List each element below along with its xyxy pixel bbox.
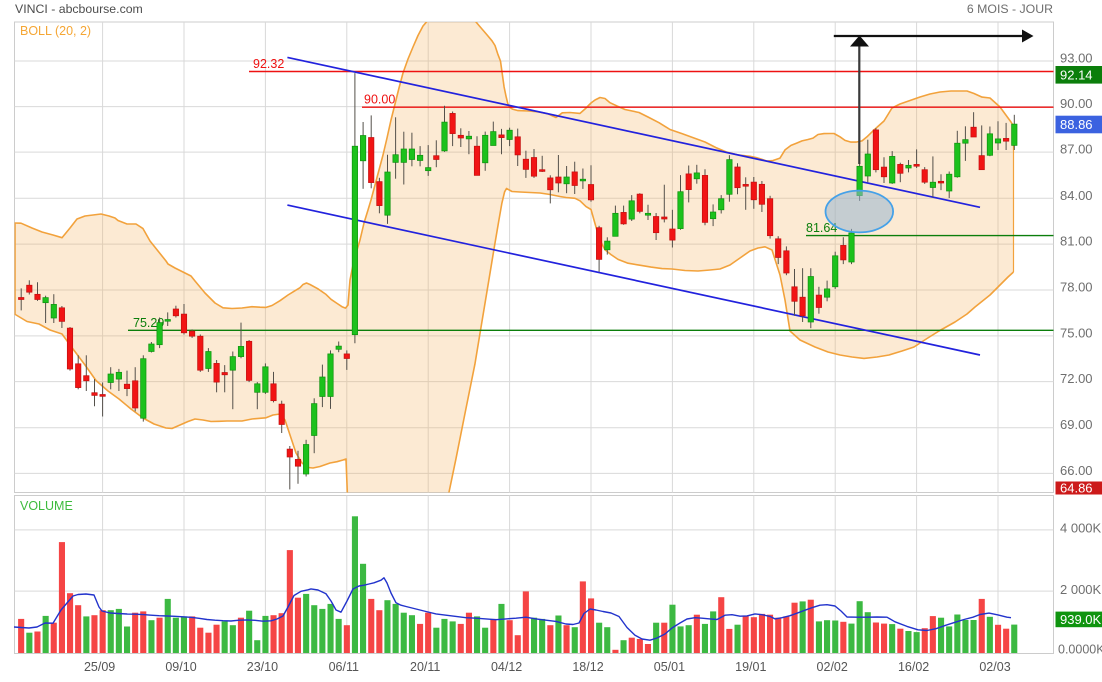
svg-text:69.00: 69.00	[1060, 417, 1093, 432]
svg-text:939.0K: 939.0K	[1060, 612, 1102, 627]
svg-text:6 MOIS - JOUR: 6 MOIS - JOUR	[967, 2, 1053, 16]
svg-text:93.00: 93.00	[1060, 51, 1093, 66]
svg-text:84.00: 84.00	[1060, 188, 1093, 203]
svg-text:09/10: 09/10	[165, 660, 196, 674]
svg-text:06/11: 06/11	[329, 660, 359, 674]
svg-text:66.00: 66.00	[1060, 463, 1093, 478]
svg-text:64.86: 64.86	[1060, 481, 1093, 496]
svg-text:18/12: 18/12	[572, 660, 603, 674]
svg-text:72.00: 72.00	[1060, 371, 1093, 386]
svg-text:92.32: 92.32	[253, 57, 284, 71]
svg-text:23/10: 23/10	[247, 660, 278, 674]
svg-text:90.00: 90.00	[364, 93, 395, 107]
svg-text:81.00: 81.00	[1060, 234, 1093, 249]
svg-text:VINCI - abcbourse.com: VINCI - abcbourse.com	[15, 2, 143, 16]
svg-text:20/11: 20/11	[410, 660, 440, 674]
svg-text:25/09: 25/09	[84, 660, 115, 674]
svg-text:BOLL (20, 2): BOLL (20, 2)	[20, 24, 91, 38]
svg-text:2 000K: 2 000K	[1060, 582, 1102, 597]
svg-text:VOLUME: VOLUME	[20, 499, 73, 513]
svg-text:92.14: 92.14	[1060, 67, 1093, 82]
svg-text:78.00: 78.00	[1060, 280, 1093, 295]
svg-text:05/01: 05/01	[654, 660, 685, 674]
svg-text:75.00: 75.00	[1060, 325, 1093, 340]
svg-text:02/03: 02/03	[979, 660, 1010, 674]
svg-text:4 000K: 4 000K	[1060, 521, 1102, 536]
svg-text:16/02: 16/02	[898, 660, 929, 674]
svg-text:04/12: 04/12	[491, 660, 522, 674]
svg-text:87.00: 87.00	[1060, 142, 1093, 157]
svg-text:88.86: 88.86	[1060, 117, 1093, 132]
svg-text:90.00: 90.00	[1060, 96, 1093, 111]
svg-text:0.0000K: 0.0000K	[1058, 643, 1102, 657]
svg-text:02/02: 02/02	[817, 660, 848, 674]
svg-text:19/01: 19/01	[735, 660, 766, 674]
